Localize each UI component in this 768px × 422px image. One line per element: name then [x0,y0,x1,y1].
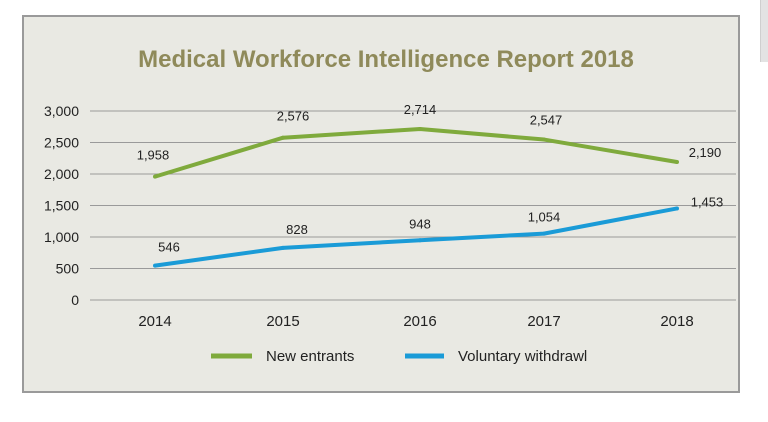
data-point [675,206,679,211]
y-tick-label: 1,500 [44,198,79,214]
chart-panel [22,15,740,393]
data-point [542,231,546,236]
y-tick-label: 500 [56,261,80,277]
data-label: 1,453 [691,194,724,209]
data-label: 2,576 [277,109,310,124]
data-label: 546 [158,240,180,255]
chart-title: Medical Workforce Intelligence Report 20… [138,46,634,73]
y-tick-label: 3,000 [44,103,79,119]
y-tick-label: 1,000 [44,229,79,245]
y-tick-label: 2,000 [44,166,79,182]
data-label: 948 [409,216,431,231]
legend-label: New entrants [266,348,354,365]
data-point [153,263,157,268]
data-point [542,137,546,142]
y-tick-label: 2,500 [44,135,79,151]
data-point [281,245,285,250]
series-line [154,127,678,179]
x-tick-label: 2018 [660,313,693,330]
data-label: 828 [286,222,308,237]
data-label: 2,547 [530,113,563,128]
data-point [281,135,285,140]
data-point [153,174,157,179]
window-edge [760,0,768,62]
x-tick-label: 2015 [266,313,299,330]
x-tick-label: 2014 [138,313,171,330]
x-tick-label: 2017 [527,313,560,330]
legend-label: Voluntary withdrawl [458,348,587,365]
data-label: 1,958 [137,148,170,163]
data-label: 2,714 [404,102,437,117]
data-label: 1,054 [528,210,561,225]
data-point [675,160,679,165]
data-label: 2,190 [689,145,722,160]
data-point [418,127,422,132]
y-tick-label: 0 [71,292,79,308]
x-tick-label: 2016 [403,313,436,330]
data-point [418,238,422,243]
